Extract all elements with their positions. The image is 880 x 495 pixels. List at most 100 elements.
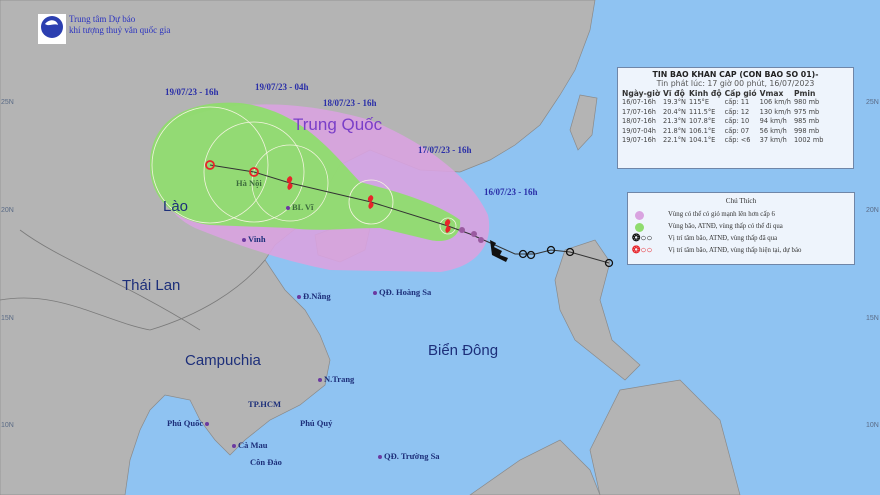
low-pressure-position-icon — [249, 167, 259, 177]
lat-label-right: 25N — [866, 99, 879, 106]
city-label: N.Trang — [324, 374, 355, 384]
table-cell: 20.4°N — [663, 107, 686, 116]
agency-line1: Trung tâm Dự báo — [69, 14, 136, 24]
city-dot — [297, 295, 301, 300]
lat-label-left: 15N — [1, 315, 14, 322]
col-header: Ngày-giờ — [622, 89, 661, 98]
city-nhatrang: N.Trang — [318, 374, 354, 384]
table-cell: cấp: 11 — [724, 98, 750, 106]
place-phuquy: Phú Quý — [300, 418, 333, 428]
table-cell: 130 km/h — [759, 107, 791, 116]
storm-impact-zone — [150, 102, 461, 242]
past-storm-icon — [459, 227, 465, 233]
past-storm-icon — [471, 231, 477, 237]
table-cell: cấp: 07 — [724, 126, 750, 135]
table-cell: 37 km/h — [759, 136, 787, 145]
col-header: Vmax — [759, 89, 784, 98]
table-cell: 19/07-16h — [622, 136, 656, 145]
table-row: 18/07-16h 21.3°N 107.8°E cấp: 10 94 km/h 985 … — [622, 117, 826, 127]
storm-position-icon — [286, 176, 293, 190]
city-dot — [378, 455, 382, 460]
city-dot — [318, 378, 322, 383]
legend-box: Chú Thích Vùng có thể có gió mạnh lên hơ… — [627, 192, 855, 265]
legend-title: Chú Thích — [725, 197, 757, 205]
green-zone-swatch — [635, 223, 644, 232]
storm-info-box: TIN BAO KHAN CAP (CON BAO SO 01)- Tin ph… — [617, 67, 854, 169]
col-header: Cấp gió — [724, 89, 757, 98]
table-header: Ngày-giờ Vĩ độ Kinh độ Cấp gió Vmax Pmin — [622, 89, 826, 98]
col-header: Pmin — [793, 89, 816, 98]
table-cell: 985 mb — [793, 117, 820, 126]
land-luzon — [554, 239, 641, 381]
city-label: Vinh — [248, 234, 266, 244]
table-cell: 106 km/h — [759, 98, 791, 106]
current-storm-position-icon — [444, 219, 451, 233]
info-title: TIN BAO KHAN CAP (CON BAO SO 01)- — [652, 70, 819, 79]
table-cell: 975 mb — [793, 107, 820, 116]
agency-logo — [38, 14, 66, 44]
city-label: BL Vĩ — [292, 202, 314, 212]
table-cell: 107.8°E — [688, 117, 716, 126]
city-label: Cà Mau — [238, 440, 268, 450]
time-label: 17/07/23 - 16h — [418, 145, 472, 155]
past-position-icon — [526, 250, 536, 260]
place-hoangsa: QĐ. Hoàng Sa — [373, 287, 431, 297]
table-cell: 980 mb — [793, 98, 820, 106]
city-hanoi: Hà Nội — [236, 178, 262, 188]
table-cell: 21.8°N — [663, 126, 686, 135]
time-label: 19/07/23 - 16h — [165, 87, 219, 97]
place-camau: Cà Mau — [232, 440, 268, 450]
table-cell: cấp: 12 — [724, 107, 750, 116]
country-china: Trung Quốc — [293, 115, 383, 134]
low-pressure-position-icon — [205, 160, 215, 170]
lat-label-right: 15N — [866, 315, 879, 322]
purple-zone-swatch — [635, 211, 644, 220]
city-dot — [242, 238, 246, 243]
info-issued: Tin phát lúc: 17 giờ 00 phút, 16/07/2023 — [656, 79, 815, 88]
forecast-position-symbols-icon: ❂○○ — [632, 245, 653, 256]
vietnam-coast — [0, 229, 266, 331]
lat-label-right: 20N — [866, 207, 879, 214]
past-position-icon — [518, 249, 528, 259]
sea-bien-dong: Biển Đông — [428, 342, 499, 359]
table-cell: 21.3°N — [663, 117, 686, 126]
past-position-icon — [565, 247, 575, 257]
col-header: Vĩ độ — [663, 89, 685, 98]
legend-item: Vị trí tâm bão, ATNĐ, vùng thấp hiện tại… — [668, 247, 802, 254]
lat-label-left: 10N — [1, 422, 14, 429]
city-label: Đ.Nẵng — [303, 291, 331, 301]
lat-label-left: 25N — [1, 99, 14, 106]
city-label: Phú Quốc — [167, 418, 204, 428]
table-cell: 19/07-04h — [622, 126, 656, 135]
table-row: 19/07-16h 22.1°N 104.1°E cấp: <6 37 km/h 1002… — [622, 136, 826, 146]
past-position-icon — [604, 258, 614, 268]
table-cell: 22.1°N — [663, 136, 686, 145]
past-position-symbols-icon: ❂○○ — [632, 233, 653, 244]
city-bachlongvi: BL Vĩ — [286, 202, 313, 212]
table-cell: 16/07-16h — [622, 98, 656, 106]
place-phuquoc: Phú Quốc — [167, 418, 211, 428]
agency-line2: khí tượng thuỷ văn quốc gia — [69, 25, 171, 35]
table-cell: 94 km/h — [759, 117, 787, 126]
time-label: 18/07/23 - 16h — [323, 98, 377, 108]
table-cell: 115°E — [688, 98, 710, 106]
table-cell: 104.1°E — [688, 136, 716, 145]
legend-item: Vị trí tâm bão, ATNĐ, vùng thấp đã qua — [668, 235, 778, 242]
city-dot — [232, 444, 236, 449]
place-truongsa: QĐ. Trường Sa — [378, 451, 440, 461]
table-row: 16/07-16h 19.3°N 115°E cấp: 11 106 km/h 980 m… — [622, 98, 826, 108]
country-thailand: Thái Lan — [122, 277, 181, 294]
city-dot — [205, 422, 210, 427]
past-storm-icon — [478, 237, 484, 243]
country-laos: Lào — [163, 198, 189, 215]
table-cell: cấp: <6 — [724, 136, 751, 145]
table-cell: 111.5°E — [688, 107, 716, 116]
city-label: QĐ. Trường Sa — [384, 451, 440, 461]
table-cell: 19.3°N — [663, 98, 686, 106]
time-label: 19/07/23 - 04h — [255, 82, 309, 92]
past-positions — [459, 227, 614, 268]
city-dot — [286, 206, 290, 211]
land-mainland — [0, 0, 596, 495]
